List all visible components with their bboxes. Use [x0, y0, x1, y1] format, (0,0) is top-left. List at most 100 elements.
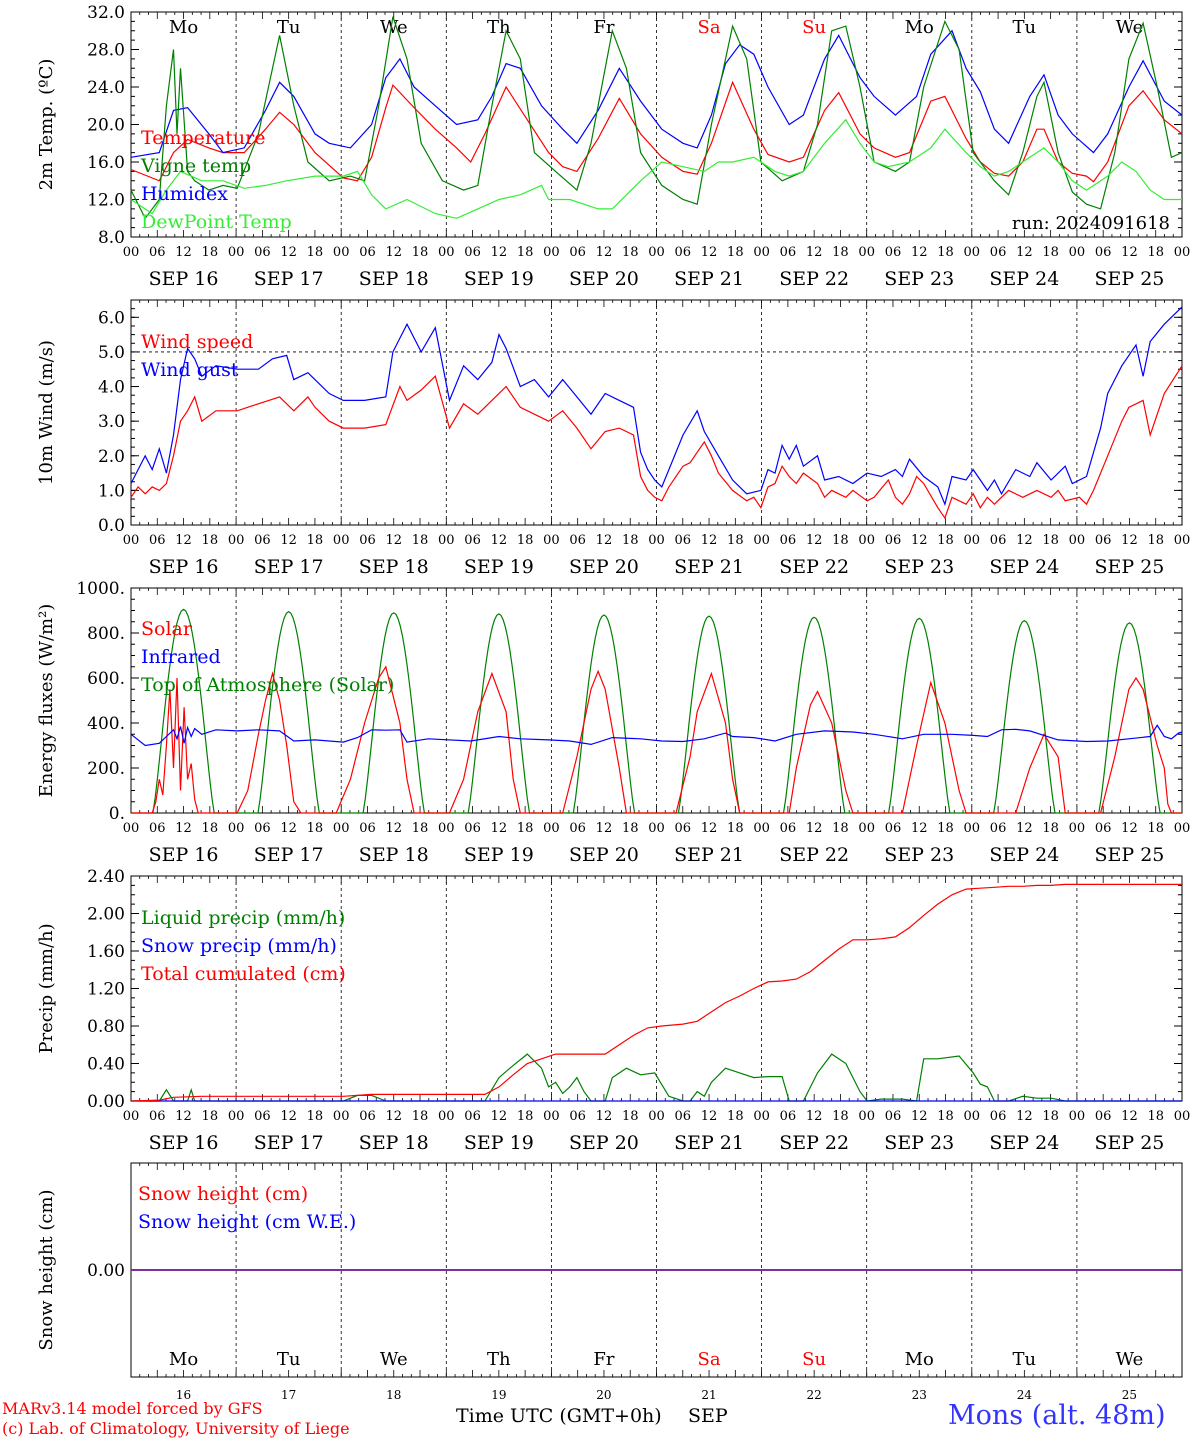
- hour-label: 06: [1095, 245, 1112, 260]
- day-abbr: Th: [487, 17, 511, 38]
- legend-entry: Humidex: [141, 183, 228, 205]
- hour-label: 12: [280, 821, 297, 836]
- hour-label: 12: [175, 533, 192, 548]
- hour-label: 06: [254, 245, 271, 260]
- hour-label: 00: [1069, 533, 1086, 548]
- date-label: SEP 18: [359, 556, 429, 578]
- plot-frame: [130, 587, 1183, 814]
- hour-label: 06: [359, 533, 376, 548]
- y-tick-label: 1.0: [98, 481, 125, 501]
- panel-wind: 0.0 1.0 2.0 3.0 4.0 5.0 6.0 10m Wind (m/s) 00 06 1…: [36, 299, 1190, 578]
- hour-label: 06: [569, 245, 586, 260]
- hour-label: 18: [412, 821, 429, 836]
- hour-label: 18: [832, 245, 849, 260]
- y-tick-label: 16.0: [87, 153, 125, 173]
- day-abbr: Mo: [905, 17, 934, 38]
- hour-label: 18: [202, 533, 219, 548]
- day-number: 22: [807, 1388, 822, 1402]
- date-label: SEP 24: [989, 844, 1059, 866]
- date-label: SEP 21: [674, 1132, 744, 1154]
- hour-label: 18: [307, 245, 324, 260]
- hour-label: 06: [990, 821, 1007, 836]
- credit-line-1: MARv3.14 model forced by GFS: [2, 1399, 263, 1418]
- y-tick-label: 200.: [87, 759, 125, 779]
- hour-label: 18: [1042, 1109, 1059, 1124]
- hour-label: 18: [832, 533, 849, 548]
- date-label: SEP 16: [149, 268, 219, 290]
- hour-label: 00: [123, 245, 140, 260]
- hour-label: 00: [228, 245, 245, 260]
- hour-label: 18: [832, 1109, 849, 1124]
- legend-entry: Snow precip (mm/h): [141, 935, 337, 957]
- date-label: SEP 19: [464, 556, 534, 578]
- legend-entry: Total cumulated (cm): [141, 963, 346, 985]
- series-wind-speed: [130, 365, 1183, 520]
- hour-label: 06: [464, 1109, 481, 1124]
- hour-label: 00: [1069, 1109, 1086, 1124]
- hour-label: 00: [438, 245, 455, 260]
- hour-label: 06: [675, 245, 692, 260]
- hour-label: 00: [858, 1109, 875, 1124]
- hour-label: 06: [149, 533, 166, 548]
- hour-label: 18: [727, 821, 744, 836]
- hour-label: 06: [464, 245, 481, 260]
- day-abbr: Mo: [169, 1349, 198, 1370]
- hour-label: 12: [806, 245, 823, 260]
- day-number: 19: [491, 1388, 506, 1402]
- hour-label: 06: [464, 821, 481, 836]
- hour-label: 18: [832, 821, 849, 836]
- hour-label: 00: [333, 245, 350, 260]
- day-number: 20: [596, 1388, 611, 1402]
- hour-label: 06: [780, 821, 797, 836]
- hour-label: 18: [307, 821, 324, 836]
- hour-label: 18: [937, 1109, 954, 1124]
- y-tick-label: 12.0: [87, 191, 125, 211]
- hour-label: 00: [438, 821, 455, 836]
- hour-label: 06: [569, 533, 586, 548]
- date-label: SEP 20: [569, 844, 639, 866]
- hour-label: 00: [858, 533, 875, 548]
- hour-label: 00: [753, 533, 770, 548]
- hour-label: 12: [280, 245, 297, 260]
- y-tick-label: 1000.: [76, 579, 125, 599]
- hour-label: 12: [1016, 821, 1033, 836]
- day-abbr: Fr: [593, 17, 614, 38]
- hour-label: 18: [1042, 533, 1059, 548]
- hour-label: 06: [254, 533, 271, 548]
- credit-line-2: (c) Lab. of Climatology, University of L…: [2, 1419, 350, 1438]
- hour-label: 18: [517, 533, 534, 548]
- date-label: SEP 25: [1095, 268, 1165, 290]
- hour-label: 00: [753, 245, 770, 260]
- hour-label: 18: [622, 821, 639, 836]
- hour-label: 18: [517, 821, 534, 836]
- hour-label: 00: [228, 1109, 245, 1124]
- date-label: SEP 19: [464, 1132, 534, 1154]
- hour-label: 18: [937, 245, 954, 260]
- hour-label: 00: [543, 821, 560, 836]
- day-abbr: Mo: [905, 1349, 934, 1370]
- hour-label: 18: [517, 245, 534, 260]
- hour-label: 06: [885, 821, 902, 836]
- hour-label: 00: [1069, 245, 1086, 260]
- hour-label: 18: [1147, 1109, 1164, 1124]
- hour-label: 18: [307, 1109, 324, 1124]
- hour-label: 12: [806, 1109, 823, 1124]
- date-label: SEP 16: [149, 844, 219, 866]
- y-tick-label: 6.0: [98, 308, 125, 328]
- y-tick-label: 0.80: [87, 1017, 125, 1037]
- hour-label: 00: [964, 533, 981, 548]
- hour-label: 12: [701, 245, 718, 260]
- day-number: 17: [281, 1388, 296, 1402]
- hour-label: 00: [123, 1109, 140, 1124]
- y-tick-label: 28.0: [87, 41, 125, 61]
- hour-label: 06: [149, 821, 166, 836]
- date-label: SEP 20: [569, 556, 639, 578]
- hour-label: 18: [1042, 821, 1059, 836]
- date-label: SEP 18: [359, 844, 429, 866]
- date-label: SEP 22: [779, 556, 849, 578]
- day-abbr: We: [1116, 1349, 1144, 1370]
- month-label: SEP: [688, 1405, 728, 1427]
- hour-label: 12: [1121, 245, 1138, 260]
- hour-label: 18: [412, 245, 429, 260]
- y-tick-label: 0.: [109, 804, 125, 824]
